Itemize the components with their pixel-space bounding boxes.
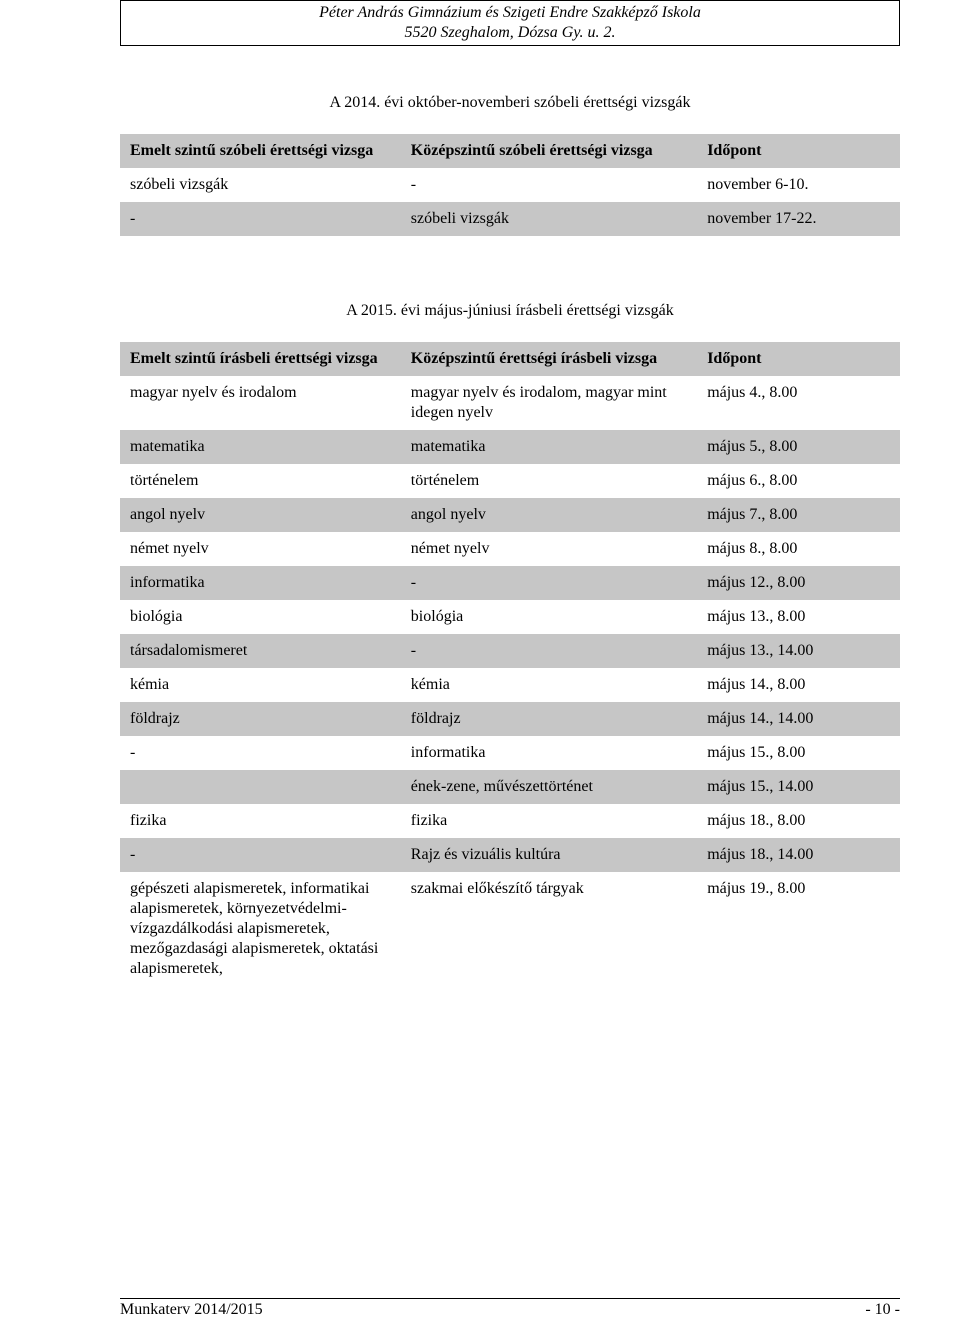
table-row-head: Emelt szintű szóbeli érettségi vizsga Kö… [120,134,900,168]
table-row: történelem történelem május 6., 8.00 [120,464,900,498]
cell: szakmai előkészítő tárgyak [401,872,697,986]
page-footer: Munkaterv 2014/2015 - 10 - [120,1298,900,1319]
cell: történelem [401,464,697,498]
cell: angol nyelv [120,498,401,532]
cell: november 17-22. [697,202,900,236]
table-row: szóbeli vizsgák - november 6-10. [120,168,900,202]
cell: földrajz [401,702,697,736]
cell: május 14., 8.00 [697,668,900,702]
cell: május 6., 8.00 [697,464,900,498]
cell: Rajz és vizuális kultúra [401,838,697,872]
col3-header: Időpont [697,342,900,376]
cell: - [401,168,697,202]
cell: május 12., 8.00 [697,566,900,600]
cell: május 14., 14.00 [697,702,900,736]
cell: német nyelv [120,532,401,566]
col3-header: Időpont [697,134,900,168]
cell: - [120,202,401,236]
col1-header: Emelt szintű írásbeli érettségi vizsga [120,342,401,376]
table-row: gépészeti alapismeretek, informatikai al… [120,872,900,986]
cell: - [120,736,401,770]
table-row: fizika fizika május 18., 8.00 [120,804,900,838]
table-row: ének-zene, művészettörténet május 15., 1… [120,770,900,804]
cell: ének-zene, művészettörténet [401,770,697,804]
cell: fizika [120,804,401,838]
table-row: - informatika május 15., 8.00 [120,736,900,770]
table-row: informatika - május 12., 8.00 [120,566,900,600]
col2-header: Középszintű érettségi írásbeli vizsga [401,342,697,376]
cell: május 18., 8.00 [697,804,900,838]
table-row: angol nyelv angol nyelv május 7., 8.00 [120,498,900,532]
page: Péter András Gimnázium és Szigeti Endre … [0,0,960,1337]
cell: biológia [120,600,401,634]
cell: informatika [401,736,697,770]
table-row: magyar nyelv és irodalom magyar nyelv és… [120,376,900,430]
cell: május 18., 14.00 [697,838,900,872]
footer-right: - 10 - [865,1301,900,1319]
cell: - [120,838,401,872]
table-row: német nyelv német nyelv május 8., 8.00 [120,532,900,566]
table-written-exams: Emelt szintű írásbeli érettségi vizsga K… [120,342,900,986]
cell: kémia [120,668,401,702]
cell: gépészeti alapismeretek, informatikai al… [120,872,401,986]
cell: május 15., 14.00 [697,770,900,804]
cell: május 5., 8.00 [697,430,900,464]
table-row: matematika matematika május 5., 8.00 [120,430,900,464]
cell: május 8., 8.00 [697,532,900,566]
cell: földrajz [120,702,401,736]
cell: magyar nyelv és irodalom [120,376,401,430]
table-row: - Rajz és vizuális kultúra május 18., 14… [120,838,900,872]
cell: fizika [401,804,697,838]
footer-left: Munkaterv 2014/2015 [120,1301,263,1319]
cell: május 7., 8.00 [697,498,900,532]
header-line-1: Péter András Gimnázium és Szigeti Endre … [121,3,899,23]
cell: informatika [120,566,401,600]
spacer [120,236,900,288]
table-row-head: Emelt szintű írásbeli érettségi vizsga K… [120,342,900,376]
col2-header: Középszintű szóbeli érettségi vizsga [401,134,697,168]
cell [120,770,401,804]
table-oral-exams: Emelt szintű szóbeli érettségi vizsga Kö… [120,134,900,236]
cell: - [401,566,697,600]
header-line-2: 5520 Szeghalom, Dózsa Gy. u. 2. [121,23,899,43]
table-row: - szóbeli vizsgák november 17-22. [120,202,900,236]
cell: biológia [401,600,697,634]
table-row: társadalomismeret - május 13., 14.00 [120,634,900,668]
table-row: földrajz földrajz május 14., 14.00 [120,702,900,736]
cell: május 4., 8.00 [697,376,900,430]
cell: november 6-10. [697,168,900,202]
cell: május 13., 8.00 [697,600,900,634]
cell: angol nyelv [401,498,697,532]
cell: május 19., 8.00 [697,872,900,986]
cell: matematika [120,430,401,464]
col1-header: Emelt szintű szóbeli érettségi vizsga [120,134,401,168]
cell: szóbeli vizsgák [120,168,401,202]
cell: társadalomismeret [120,634,401,668]
table-row: kémia kémia május 14., 8.00 [120,668,900,702]
cell: magyar nyelv és irodalom, magyar mint id… [401,376,697,430]
cell: - [401,634,697,668]
table-row: biológia biológia május 13., 8.00 [120,600,900,634]
cell: szóbeli vizsgák [401,202,697,236]
section2-title: A 2015. évi május-júniusi írásbeli érett… [120,302,900,320]
section1-title: A 2014. évi október-novemberi szóbeli ér… [120,94,900,112]
cell: matematika [401,430,697,464]
cell: május 13., 14.00 [697,634,900,668]
cell: német nyelv [401,532,697,566]
page-header: Péter András Gimnázium és Szigeti Endre … [120,0,900,46]
cell: kémia [401,668,697,702]
cell: történelem [120,464,401,498]
cell: május 15., 8.00 [697,736,900,770]
